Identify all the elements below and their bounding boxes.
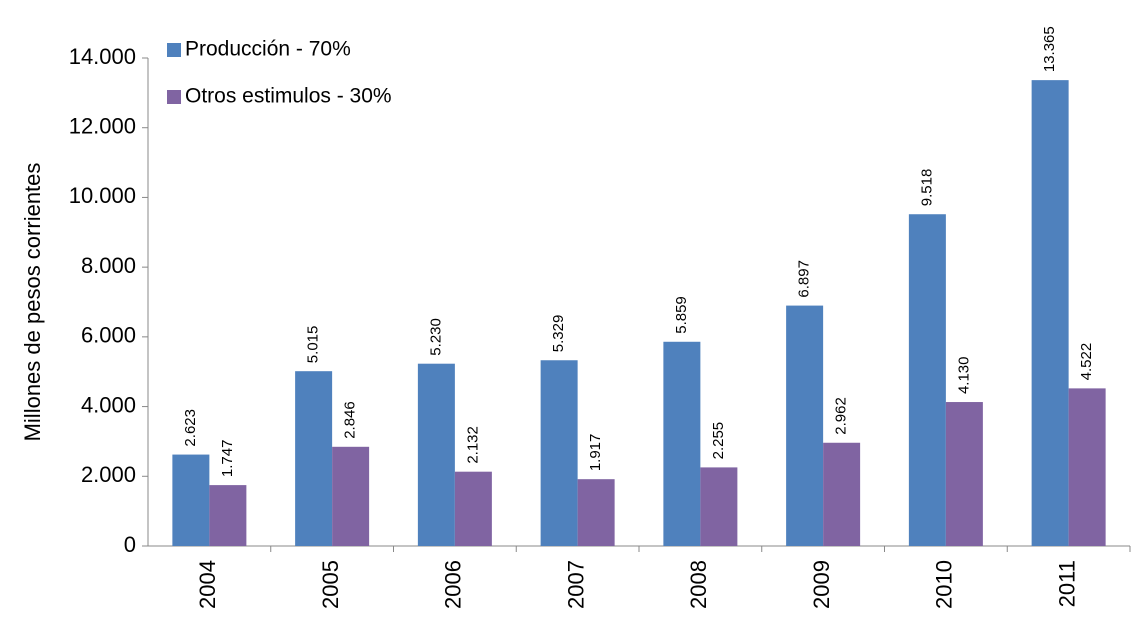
value-label: 9.518 (918, 169, 935, 207)
x-tick-label: 2008 (686, 560, 711, 609)
value-label: 1.747 (219, 440, 236, 478)
bar (1031, 80, 1069, 547)
y-tick-label: 4.000 (81, 392, 136, 417)
y-tick-label: 12.000 (69, 114, 136, 139)
value-label: 1.917 (587, 434, 604, 472)
y-tick-label: 2.000 (81, 462, 136, 487)
y-tick-label: 14.000 (69, 44, 136, 69)
y-axis-label: Millones de pesos corrientes (20, 163, 45, 442)
bar (945, 402, 983, 546)
bar (786, 305, 824, 546)
value-label: 5.329 (550, 315, 567, 353)
bar (209, 485, 247, 546)
bar (577, 479, 615, 546)
legend-swatch (167, 90, 181, 104)
legend-swatch (167, 43, 181, 57)
bar (700, 467, 738, 546)
bar (332, 446, 370, 546)
x-tick-label: 2006 (441, 560, 466, 609)
x-tick-label: 2009 (809, 560, 834, 609)
value-label: 2.846 (342, 401, 359, 439)
bar (1068, 388, 1106, 546)
value-label: 2.132 (464, 426, 481, 464)
value-label: 6.897 (796, 260, 813, 298)
bar (823, 442, 861, 546)
bar (454, 471, 492, 546)
bar (908, 214, 946, 546)
value-label: 4.522 (1078, 343, 1095, 381)
bar (417, 363, 455, 546)
value-label: 4.130 (955, 356, 972, 394)
x-tick-label: 2004 (195, 560, 220, 609)
x-tick-label: 2011 (1054, 560, 1079, 607)
legend-label: Otros estimulos - 30% (185, 85, 392, 108)
x-tick-label: 2005 (318, 560, 343, 609)
value-label: 13.365 (1041, 26, 1058, 72)
bar (295, 371, 333, 546)
bar (540, 360, 578, 546)
value-label: 2.255 (710, 422, 727, 460)
y-tick-label: 6.000 (81, 323, 136, 348)
y-tick-label: 8.000 (81, 253, 136, 278)
y-tick-label: 10.000 (69, 183, 136, 208)
bar (663, 341, 701, 546)
x-tick-label: 2007 (563, 560, 588, 609)
value-label: 5.015 (305, 326, 322, 364)
value-label: 5.230 (427, 318, 444, 356)
y-tick-label: 0 (124, 532, 136, 557)
value-label: 2.623 (182, 409, 199, 447)
value-label: 2.962 (833, 397, 850, 435)
legend-label: Producción - 70% (185, 38, 351, 61)
bar (172, 454, 210, 546)
value-label: 5.859 (673, 296, 690, 334)
x-tick-label: 2010 (932, 560, 957, 609)
